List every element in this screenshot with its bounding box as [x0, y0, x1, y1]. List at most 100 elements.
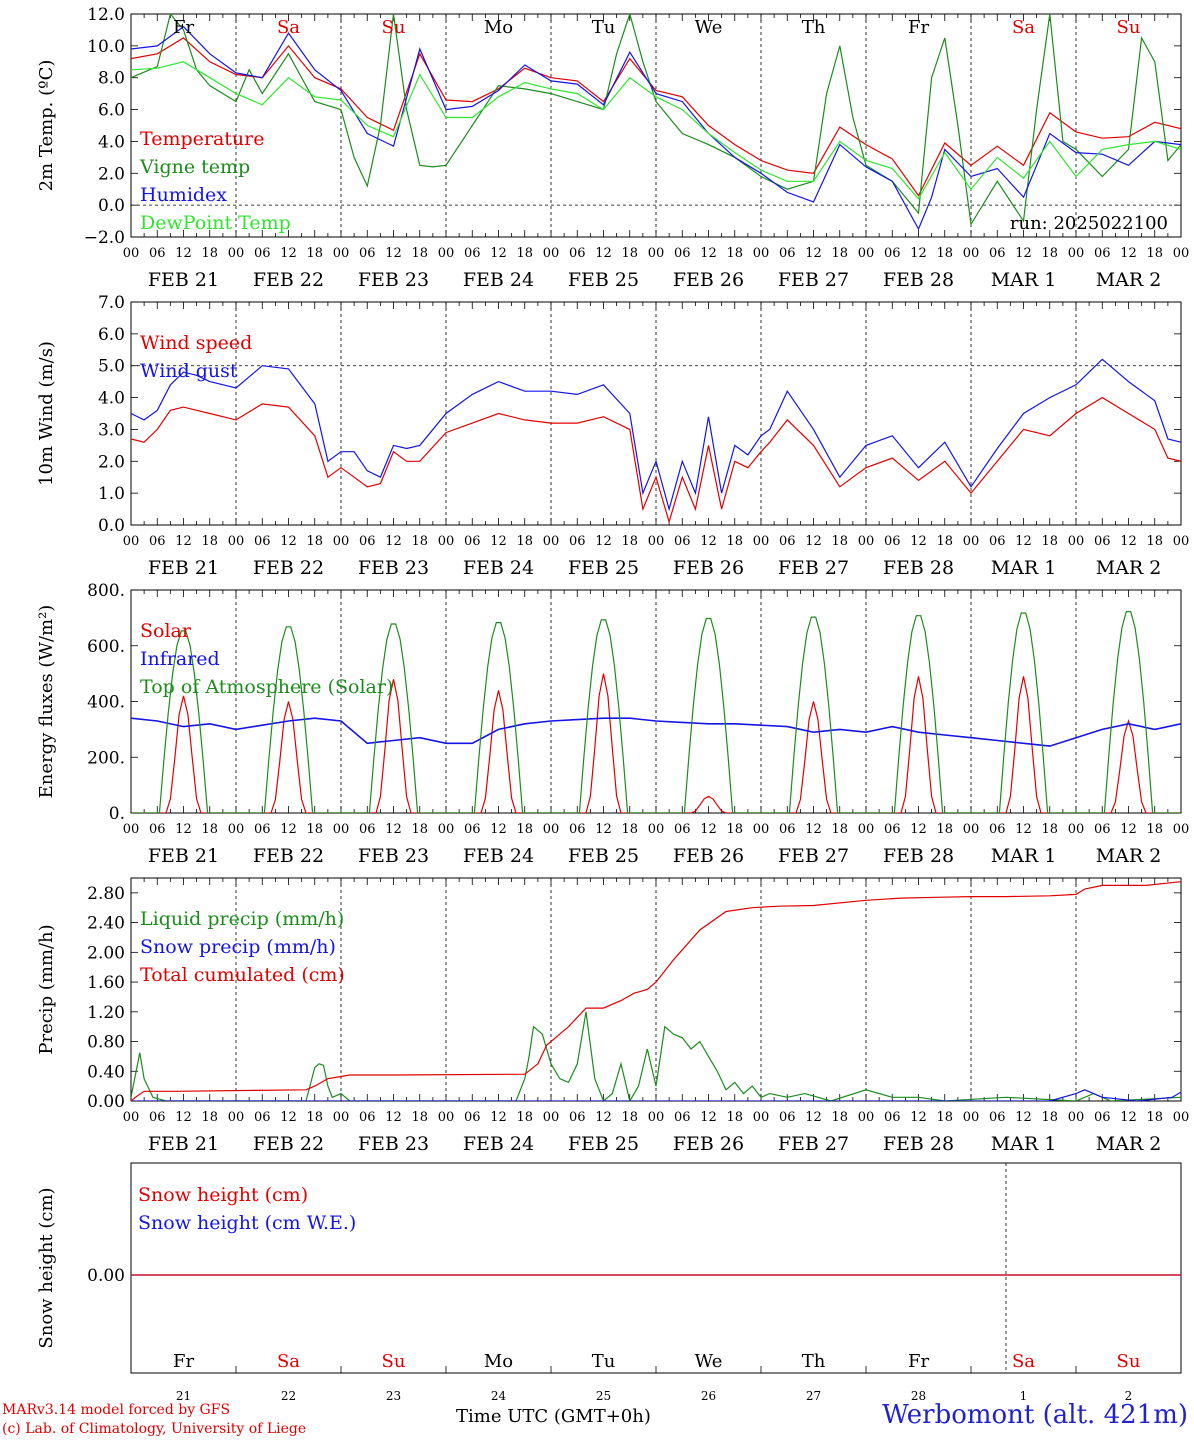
x-hour-label: 12: [1120, 534, 1137, 549]
x-hour-label: 18: [201, 246, 218, 261]
x-hour-label: 06: [569, 822, 586, 837]
x-hour-label: 06: [359, 534, 376, 549]
day-number-label: 26: [701, 1389, 716, 1400]
x-hour-label: 06: [674, 822, 691, 837]
x-date-label: FEB 24: [463, 269, 534, 291]
y-tick-label: 2.80: [87, 884, 125, 904]
x-hour-label: 12: [910, 246, 927, 261]
series-line: [131, 358, 1181, 512]
x-date-label: FEB 21: [148, 269, 219, 291]
x-hour-label: 18: [306, 1110, 323, 1125]
series-line: [131, 14, 1181, 227]
x-hour-label: 18: [831, 1110, 848, 1125]
x-hour-label: 06: [674, 246, 691, 261]
x-hour-label: 06: [989, 822, 1006, 837]
x-hour-label: 12: [910, 1110, 927, 1125]
x-hour-label: 18: [936, 1110, 953, 1125]
x-hour-label: 18: [621, 822, 638, 837]
day-number-label: 24: [491, 1389, 507, 1400]
x-hour-label: 18: [831, 534, 848, 549]
weekday-label: Tu: [592, 1351, 616, 1372]
x-date-label: FEB 21: [148, 1133, 219, 1155]
x-hour-label: 00: [963, 1110, 980, 1125]
x-hour-label: 00: [1068, 534, 1085, 549]
x-hour-label: 12: [595, 822, 612, 837]
y-tick-label: 0.40: [87, 1062, 125, 1082]
x-hour-label: 12: [1015, 822, 1032, 837]
x-date-label: FEB 26: [673, 845, 744, 867]
x-hour-label: 18: [201, 534, 218, 549]
x-hour-label: 00: [648, 534, 665, 549]
x-hour-label: 00: [648, 246, 665, 261]
x-hour-label: 06: [1094, 1110, 1111, 1125]
x-hour-label: 18: [516, 1110, 533, 1125]
x-hour-label: 18: [1041, 534, 1058, 549]
time-axis-label: Time UTC (GMT+0h): [456, 1406, 651, 1427]
x-hour-label: 12: [280, 1110, 297, 1125]
series-line: [131, 25, 1181, 231]
x-hour-label: 00: [858, 246, 875, 261]
x-hour-label: 12: [700, 822, 717, 837]
y-tick-label: 8.0: [98, 69, 125, 89]
panel-1-frame: [130, 13, 1182, 238]
x-hour-label: 06: [149, 1110, 166, 1125]
x-hour-label: 18: [621, 246, 638, 261]
x-hour-label: 12: [385, 246, 402, 261]
weekday-label: Sa: [1012, 17, 1035, 38]
y-tick-label: 2.0: [98, 164, 125, 184]
x-hour-label: 06: [359, 822, 376, 837]
weekday-label: Su: [382, 17, 406, 38]
x-hour-label: 00: [438, 1110, 455, 1125]
y-tick-label: 0.: [109, 804, 125, 824]
x-hour-label: 00: [858, 822, 875, 837]
x-hour-label: 00: [1173, 822, 1190, 837]
x-hour-label: 00: [543, 534, 560, 549]
weekday-label: Mo: [484, 17, 513, 38]
x-hour-label: 06: [1094, 246, 1111, 261]
y-tick-label: 2.40: [87, 914, 125, 934]
x-hour-label: 18: [516, 534, 533, 549]
x-hour-label: 12: [805, 1110, 822, 1125]
x-date-label: FEB 22: [253, 269, 324, 291]
x-hour-label: 12: [280, 822, 297, 837]
weekday-label: Sa: [277, 1351, 300, 1372]
x-hour-label: 06: [464, 246, 481, 261]
y-tick-label: 10.0: [87, 37, 125, 57]
weekday-label: Tu: [592, 17, 616, 38]
x-date-label: FEB 21: [148, 845, 219, 867]
x-hour-label: 18: [831, 822, 848, 837]
x-hour-label: 06: [254, 822, 271, 837]
y-tick-label: 5.0: [98, 357, 125, 377]
x-hour-label: 18: [726, 822, 743, 837]
day-number-label: 21: [176, 1389, 191, 1400]
x-hour-label: 18: [1041, 822, 1058, 837]
x-hour-label: 18: [306, 534, 323, 549]
x-date-label: FEB 26: [673, 269, 744, 291]
x-hour-label: 18: [936, 534, 953, 549]
legend-entry: DewPoint Temp: [140, 212, 291, 234]
x-hour-label: 06: [464, 534, 481, 549]
credit-line-1: MARv3.14 model forced by GFS: [2, 1402, 231, 1418]
x-hour-label: 00: [438, 822, 455, 837]
x-date-label: MAR 1: [991, 557, 1057, 579]
x-date-label: FEB 28: [883, 269, 954, 291]
x-hour-label: 18: [1041, 1110, 1058, 1125]
x-hour-label: 12: [490, 246, 507, 261]
x-hour-label: 06: [149, 822, 166, 837]
y-tick-label: 7.0: [98, 293, 125, 313]
x-hour-label: 00: [438, 534, 455, 549]
x-hour-label: 06: [884, 822, 901, 837]
series-line: [131, 673, 1181, 813]
x-date-label: FEB 21: [148, 557, 219, 579]
x-hour-label: 18: [411, 822, 428, 837]
x-hour-label: 12: [910, 822, 927, 837]
x-hour-label: 12: [805, 822, 822, 837]
run-annotation: run: 2025022100: [1010, 213, 1168, 234]
x-hour-label: 06: [989, 534, 1006, 549]
weekday-label: Sa: [277, 17, 300, 38]
day-number-label: 1: [1020, 1389, 1028, 1400]
weekday-label: Su: [382, 1351, 406, 1372]
x-date-label: FEB 24: [463, 845, 534, 867]
y-tick-label: 0.00: [87, 1266, 125, 1286]
x-hour-label: 18: [1146, 1110, 1163, 1125]
